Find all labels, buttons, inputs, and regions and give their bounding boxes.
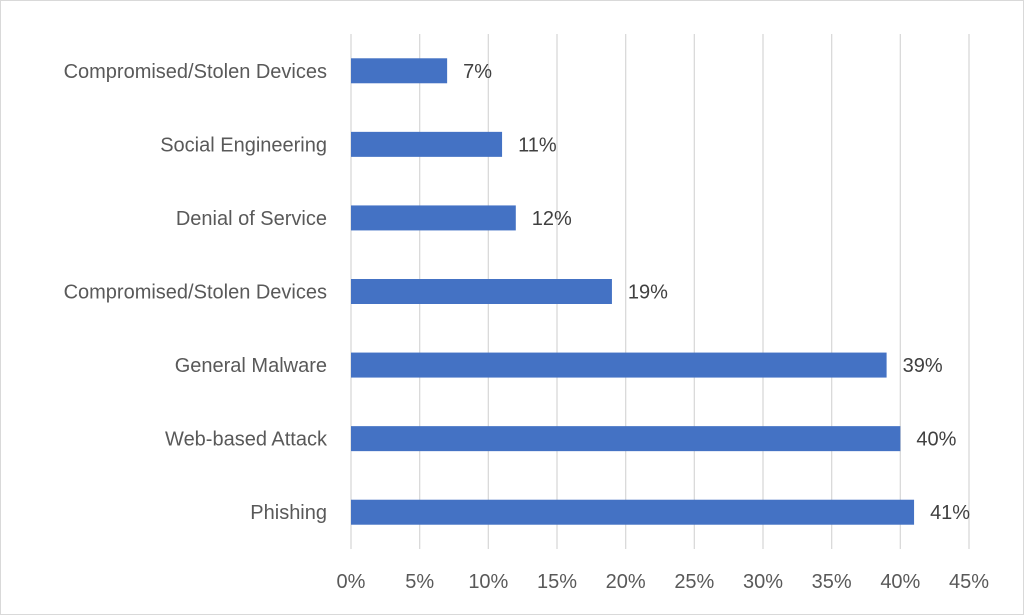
data-label-3: 19% bbox=[628, 282, 668, 304]
gridlines bbox=[350, 34, 970, 549]
data-label-1: 11% bbox=[518, 134, 557, 156]
x-tick-label-5: 5% bbox=[405, 571, 434, 593]
data-labels: 7% 11% 12% 19% 39% 40% 41% bbox=[463, 61, 970, 524]
data-label-0: 7% bbox=[463, 61, 492, 83]
x-tick-label-0: 0% bbox=[337, 571, 366, 593]
category-label-4: General Malware bbox=[175, 355, 327, 377]
x-tick-label-30: 30% bbox=[743, 571, 783, 593]
x-tick-label-15: 15% bbox=[537, 571, 577, 593]
category-label-5: Web-based Attack bbox=[165, 429, 328, 451]
data-label-6: 41% bbox=[930, 502, 970, 524]
category-label-6: Phishing bbox=[250, 502, 327, 524]
bar-5 bbox=[351, 426, 901, 452]
bar-1 bbox=[351, 131, 503, 157]
data-label-5: 40% bbox=[916, 429, 956, 451]
data-label-2: 12% bbox=[532, 208, 572, 230]
bar-3 bbox=[351, 279, 612, 304]
x-axis-tick-labels: 0% 5% 10% 15% 20% 25% 30% 35% 40% 45% bbox=[337, 571, 990, 593]
category-labels: Compromised/Stolen Devices Social Enginee… bbox=[64, 61, 328, 524]
category-label-2: Denial of Service bbox=[176, 208, 327, 230]
category-label-1: Social Engineering bbox=[160, 134, 327, 156]
x-tick-label-45: 45% bbox=[949, 571, 989, 593]
bar-0 bbox=[351, 58, 448, 84]
x-tick-label-25: 25% bbox=[674, 571, 714, 593]
x-tick-label-35: 35% bbox=[812, 571, 852, 593]
x-tick-label-10: 10% bbox=[468, 571, 508, 593]
bar-4 bbox=[351, 352, 887, 378]
category-label-3: Compromised/Stolen Devices bbox=[64, 282, 327, 304]
bar-6 bbox=[351, 499, 915, 525]
data-label-4: 39% bbox=[903, 355, 943, 377]
bars bbox=[351, 58, 915, 525]
category-label-0: Compromised/Stolen Devices bbox=[64, 61, 327, 83]
bar-2 bbox=[351, 205, 516, 231]
x-tick-label-40: 40% bbox=[880, 571, 920, 593]
x-tick-label-20: 20% bbox=[606, 571, 646, 593]
